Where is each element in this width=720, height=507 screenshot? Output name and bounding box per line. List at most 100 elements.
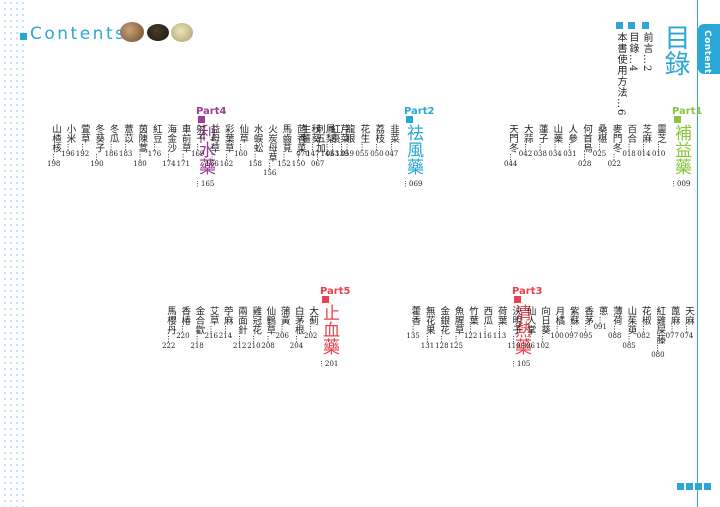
toc-entry-name: 無花果 — [423, 306, 435, 335]
toc-entry-leader: … — [626, 334, 636, 342]
toc-entry[interactable]: 花椒… 082 — [637, 306, 651, 340]
toc-entry[interactable]: 向日葵… 102 — [536, 306, 550, 350]
toc-entry[interactable]: 蒲黃… 206 — [276, 306, 290, 340]
footer-square-4 — [704, 483, 711, 490]
part-page-number: ⋮009 — [670, 180, 691, 188]
toc-entry[interactable]: 仙草… 160 — [234, 124, 248, 158]
toc-entry-leader: … — [424, 334, 434, 342]
toc-entry[interactable]: 麥門冬… 022 — [608, 124, 622, 168]
herb-bowl-2 — [147, 24, 169, 41]
part-page-number: ⋮069 — [402, 180, 423, 188]
toc-entry[interactable]: 仙鶴草… 208 — [261, 306, 276, 350]
toc-entry-leader: … — [223, 152, 233, 160]
toc-entry[interactable]: 芝麻… 014 — [637, 124, 651, 158]
part-title-3[interactable]: 清熱藥 — [511, 304, 531, 355]
toc-entry[interactable]: 蓖麻… 077 — [666, 306, 680, 340]
toc-entry[interactable]: 大薊… 202 — [304, 306, 318, 340]
toc-entry[interactable]: 山楂核… 198 — [47, 124, 61, 168]
toc-entry[interactable]: 香椿… 220 — [176, 306, 190, 340]
toc-entry[interactable]: 益母草… 166 — [205, 124, 219, 168]
toc-entry[interactable]: 小米… 196 — [61, 124, 75, 158]
toc-entry[interactable]: 何首烏… 028 — [578, 124, 592, 168]
toc-entry[interactable]: 彩葉草… 162 — [220, 124, 234, 168]
toc-entry[interactable]: 魚腥草… 125 — [450, 306, 464, 350]
toc-entry[interactable]: 茴香菜… 150 — [292, 124, 306, 168]
toc-entry[interactable]: 蓮子… 038 — [534, 124, 548, 158]
toc-entry[interactable]: 百合… 018 — [622, 124, 636, 158]
toc-entry[interactable]: 車前草… 171 — [177, 124, 191, 168]
part-title-2[interactable]: 祛風藥 — [403, 124, 423, 175]
toc-entry[interactable]: 蔥… 091 — [594, 306, 608, 331]
toc-entry[interactable]: 苧麻… 214 — [219, 306, 233, 340]
toc-entry[interactable]: 紅棗… 063 — [326, 124, 340, 158]
toc-entry[interactable]: 紅豆… 176 — [148, 124, 162, 158]
toc-entry[interactable]: 天麻… 074 — [680, 306, 694, 340]
toc-entry[interactable]: 刺五加… 067 — [311, 124, 325, 168]
toc-entry-name: 蓮子 — [536, 124, 548, 143]
toc-entry[interactable]: 香茅… 095 — [579, 306, 593, 340]
toc-entry-leader: … — [51, 152, 60, 160]
toc-entry-page: 150 — [291, 160, 306, 168]
toc-entry[interactable]: 薏苡… 183 — [119, 124, 133, 158]
front-matter-item[interactable]: 目錄…4 — [626, 22, 640, 72]
toc-entry[interactable]: 馬櫻丹… 222 — [162, 306, 176, 350]
toc-entry[interactable]: 秋葵… 147 — [306, 124, 320, 158]
toc-entry-name: 靈芝 — [655, 124, 666, 143]
toc-entry[interactable]: 薄荷… 088 — [608, 306, 622, 340]
toc-entry[interactable]: 金銀花… 128 — [435, 306, 449, 350]
toc-entry[interactable]: 山茱萸… 085 — [622, 306, 636, 350]
toc-entry-name: 麥門冬 — [610, 124, 622, 153]
front-matter-item[interactable]: 本書使用方法…6 — [614, 22, 628, 116]
toc-entry-name: 仙鶴草 — [264, 306, 276, 335]
toc-entry[interactable]: 桑椹… 025 — [593, 124, 607, 158]
toc-entry[interactable]: 決明子… 110 — [507, 306, 521, 350]
toc-entry[interactable]: 無花果… 131 — [421, 306, 435, 350]
toc-entry[interactable]: 紫蘇… 097 — [565, 306, 579, 340]
toc-entry-name: 仙人掌 — [524, 306, 536, 335]
toc-entry[interactable]: 萱草… 192 — [76, 124, 90, 158]
toc-entry[interactable]: 冬瓜… 186 — [105, 124, 119, 158]
part-page-number: ⋮201 — [318, 360, 339, 368]
toc-entry[interactable]: 天門冬… 044 — [504, 124, 518, 168]
toc-entry[interactable]: 冬葵子… 190 — [90, 124, 104, 168]
toc-entry[interactable]: 馬齒莧… 152 — [277, 124, 291, 168]
toc-entry[interactable]: 海金沙… 174 — [162, 124, 176, 168]
toc-entry[interactable]: 人參… 031 — [563, 124, 577, 158]
toc-entry-page: 131 — [420, 342, 435, 350]
toc-entry-page: 025 — [592, 150, 607, 158]
toc-entry[interactable]: 艾草… 216 — [205, 306, 219, 340]
toc-entry[interactable]: 茵陳蒿… 180 — [133, 124, 147, 168]
toc-entry[interactable]: 大蒜… 042 — [519, 124, 533, 158]
part-title-5[interactable]: 止血藥 — [319, 304, 339, 355]
toc-entry[interactable]: 金合歡… 218 — [190, 306, 204, 350]
toc-entry-leader: … — [94, 152, 104, 160]
toc-entry[interactable]: 藿香… 135 — [406, 306, 420, 340]
toc-entry[interactable]: 山藥… 034 — [548, 124, 562, 158]
toc-entry[interactable]: 火炭母草… 156 — [263, 124, 277, 177]
toc-entry[interactable]: 射干… 169 — [191, 124, 205, 158]
toc-entry[interactable]: 白茅根… 204 — [290, 306, 304, 350]
part-title-4[interactable]: 利水藥 — [195, 124, 215, 175]
toc-entry[interactable]: 竹葉… 122 — [464, 306, 478, 340]
toc-entry[interactable]: 仙人掌… 106 — [522, 306, 536, 350]
toc-entry-page: 077 — [665, 332, 679, 340]
toc-entry-name: 艾草 — [207, 306, 219, 325]
toc-entry[interactable]: 水蜈蚣… 158 — [249, 124, 263, 168]
toc-entry[interactable]: 紅雞屎藤… 080 — [651, 306, 665, 359]
toc-entry[interactable]: 荷葉… 113 — [493, 306, 507, 340]
toc-entry[interactable]: 花生… 055 — [355, 124, 369, 158]
toc-entry[interactable]: 鳳梨… 143 — [321, 124, 335, 158]
toc-entry[interactable]: 靈芝… 010 — [652, 124, 666, 158]
front-matter-item[interactable]: 前言…2 — [640, 22, 654, 72]
toc-entry[interactable]: 龍眼… 059 — [341, 124, 355, 158]
toc-entry[interactable]: 西瓜… 116 — [478, 306, 492, 340]
toc-entry[interactable]: 生薑… 070 — [296, 124, 310, 158]
toc-entry[interactable]: 韭菜… 047 — [385, 124, 399, 158]
toc-entry[interactable]: 月橘… 100 — [550, 306, 564, 340]
toc-entry[interactable]: 兩面針… 212 — [233, 306, 247, 350]
toc-entry[interactable]: 雞冠花… 210 — [247, 306, 261, 350]
toc-entry-name: 紅棗 — [328, 124, 340, 143]
toc-entry[interactable]: 芹菜… 139 — [335, 124, 349, 158]
part-title-1[interactable]: 補益藥 — [671, 124, 691, 175]
toc-entry[interactable]: 荔枝… 050 — [370, 124, 384, 158]
